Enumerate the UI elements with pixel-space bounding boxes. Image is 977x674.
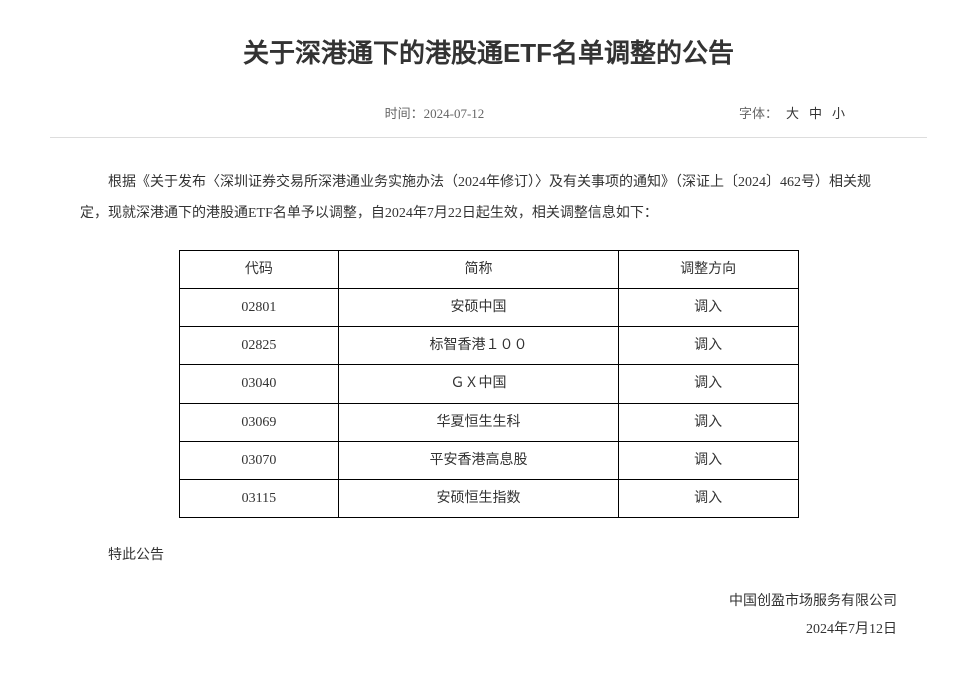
- signature-date: 2024年7月12日: [80, 616, 897, 644]
- etf-adjustment-table: 代码 简称 调整方向 02801 安硕中国 调入 02825 标智香港１００ 调…: [179, 250, 799, 518]
- font-medium-link[interactable]: 中: [809, 102, 822, 125]
- table-row: 03115 安硕恒生指数 调入: [179, 479, 798, 517]
- signature-org: 中国创盈市场服务有限公司: [80, 588, 897, 616]
- cell-code: 03070: [179, 441, 339, 479]
- table-row: 02825 标智香港１００ 调入: [179, 327, 798, 365]
- cell-direction: 调入: [618, 479, 798, 517]
- col-header-name: 简称: [339, 250, 619, 288]
- meta-row: 时间：2024-07-12 字体： 大 中 小: [50, 102, 927, 138]
- font-small-link[interactable]: 小: [832, 102, 845, 125]
- table-row: 03070 平安香港高息股 调入: [179, 441, 798, 479]
- table-header-row: 代码 简称 调整方向: [179, 250, 798, 288]
- table-row: 03040 ＧＸ中国 调入: [179, 365, 798, 403]
- cell-name: 平安香港高息股: [339, 441, 619, 479]
- publish-time: 时间：2024-07-12: [130, 102, 739, 125]
- time-label: 时间：: [385, 106, 424, 121]
- cell-code: 03040: [179, 365, 339, 403]
- cell-code: 03069: [179, 403, 339, 441]
- cell-code: 02801: [179, 288, 339, 326]
- cell-name: 华夏恒生生科: [339, 403, 619, 441]
- table-row: 02801 安硕中国 调入: [179, 288, 798, 326]
- cell-direction: 调入: [618, 327, 798, 365]
- col-header-code: 代码: [179, 250, 339, 288]
- font-label: 字体：: [739, 102, 778, 125]
- cell-name: 安硕中国: [339, 288, 619, 326]
- cell-code: 02825: [179, 327, 339, 365]
- cell-code: 03115: [179, 479, 339, 517]
- cell-direction: 调入: [618, 288, 798, 326]
- cell-direction: 调入: [618, 441, 798, 479]
- cell-name: ＧＸ中国: [339, 365, 619, 403]
- cell-direction: 调入: [618, 365, 798, 403]
- time-value: 2024-07-12: [424, 106, 485, 121]
- font-large-link[interactable]: 大: [786, 102, 799, 125]
- closing-text: 特此公告: [80, 543, 897, 568]
- font-size-controls: 字体： 大 中 小: [739, 102, 847, 125]
- etf-table-container: 代码 简称 调整方向 02801 安硕中国 调入 02825 标智香港１００ 调…: [50, 250, 927, 518]
- col-header-direction: 调整方向: [618, 250, 798, 288]
- signature-block: 中国创盈市场服务有限公司 2024年7月12日: [80, 588, 897, 644]
- table-row: 03069 华夏恒生生科 调入: [179, 403, 798, 441]
- cell-name: 标智香港１００: [339, 327, 619, 365]
- announcement-paragraph: 根据《关于发布〈深圳证券交易所深港通业务实施办法（2024年修订）〉及有关事项的…: [80, 168, 897, 230]
- cell-name: 安硕恒生指数: [339, 479, 619, 517]
- page-title: 关于深港通下的港股通ETF名单调整的公告: [50, 30, 927, 77]
- cell-direction: 调入: [618, 403, 798, 441]
